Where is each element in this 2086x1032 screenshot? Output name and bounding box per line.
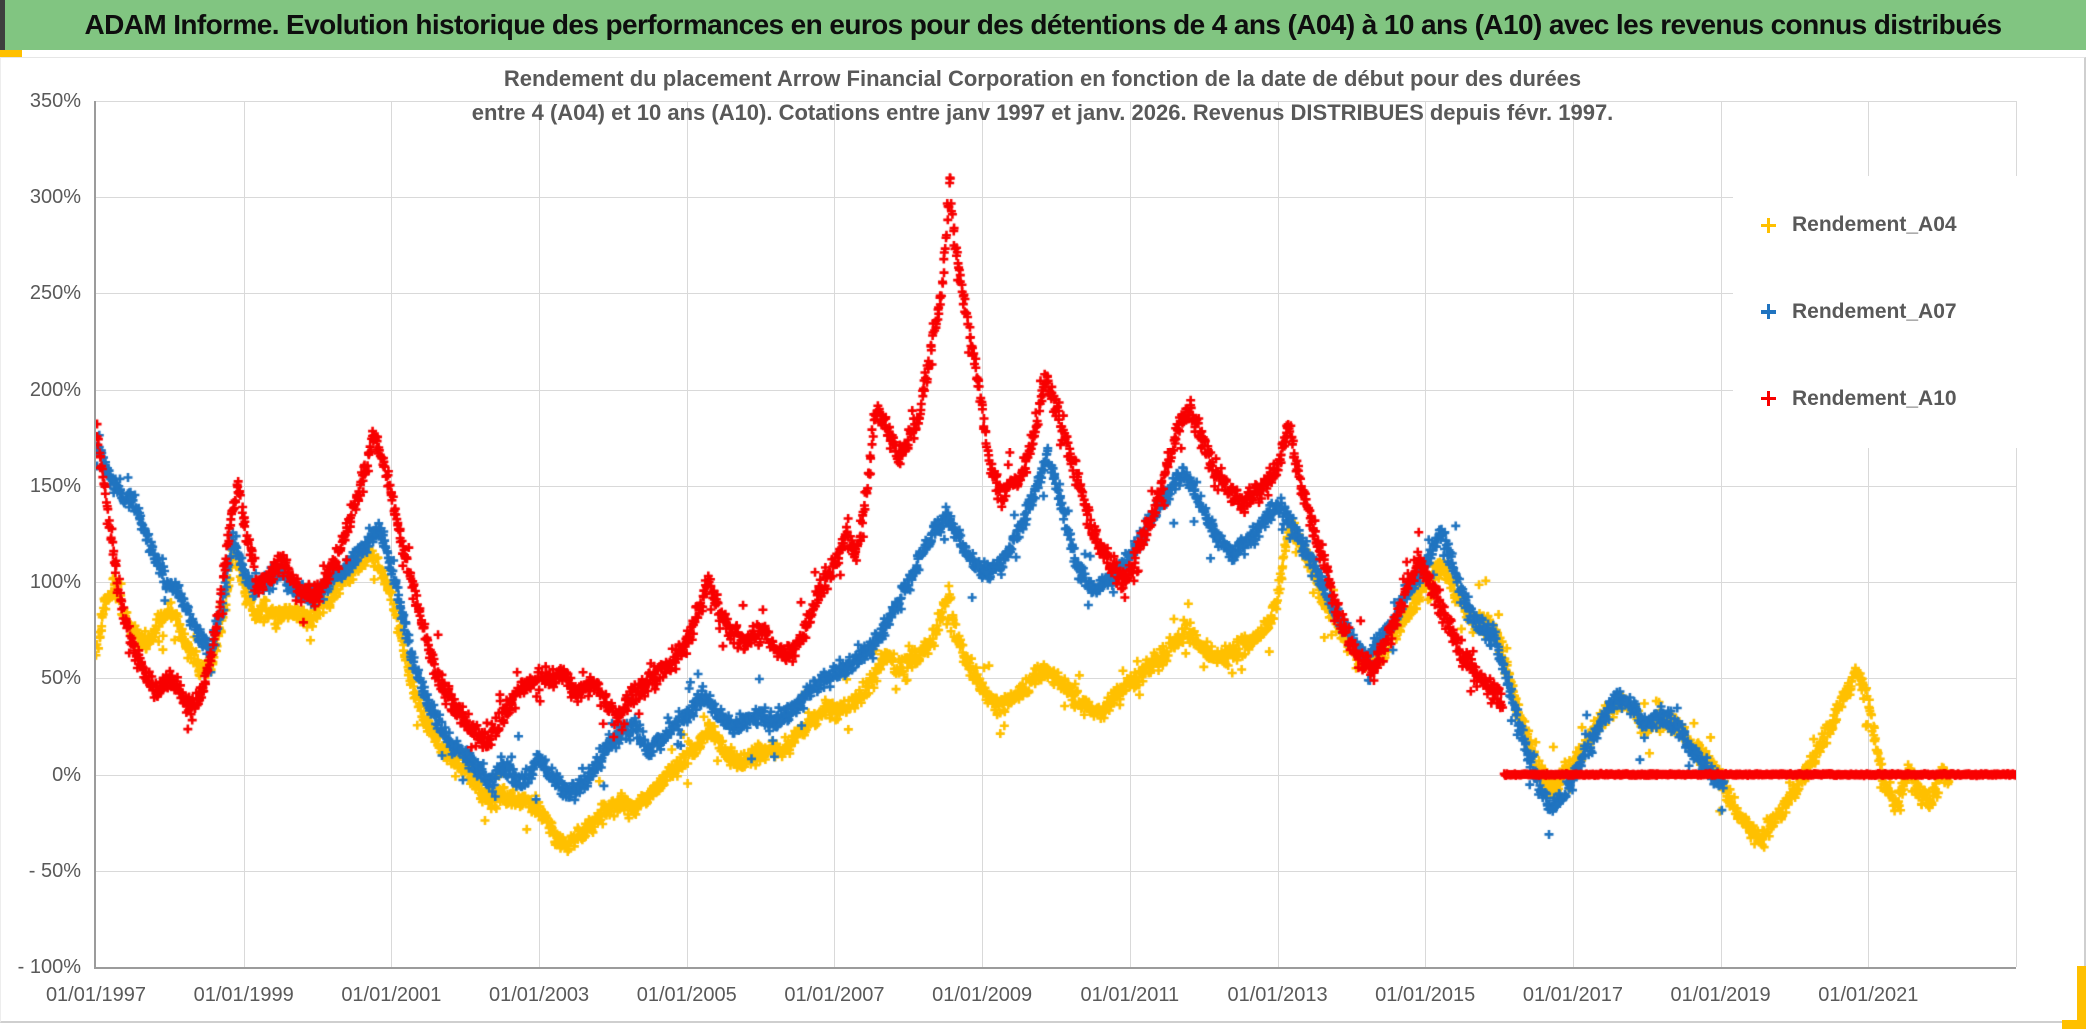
yellow-accent-bottom-right-h	[2062, 1020, 2086, 1029]
report-title-bar: ADAM Informe. Evolution historique des p…	[0, 0, 2086, 50]
x-axis-line	[94, 967, 2016, 969]
plus-marker-icon	[1761, 391, 1776, 407]
chart-title-line2: entre 4 (A04) et 10 ans (A10). Cotations…	[471, 100, 1614, 125]
x-tick-2021: 01/01/2021	[1818, 984, 1919, 1006]
legend-label: Rendement_A10	[1792, 386, 1957, 410]
header-left-edge	[0, 0, 5, 50]
y-tick-300: 300%	[29, 186, 81, 209]
y-tick--100: - 100%	[17, 956, 81, 978]
plus-marker-icon	[1761, 217, 1776, 233]
x-tick-2011: 01/01/2011	[1080, 984, 1180, 1006]
chart-title: Rendement du placement Arrow Financial C…	[1, 62, 2084, 130]
legend-label: Rendement_A07	[1792, 299, 1957, 323]
x-tick-1999: 01/01/1999	[193, 984, 294, 1006]
y-tick-0: 0%	[52, 763, 81, 786]
y-axis-line	[94, 101, 96, 967]
chart-title-line1: Rendement du placement Arrow Financial C…	[503, 66, 1582, 91]
y-tick-350: 350%	[29, 90, 81, 112]
plus-marker-icon	[1761, 304, 1776, 320]
legend-item-rendement_a04[interactable]: Rendement_A04	[1733, 213, 2017, 237]
x-tick-1997: 01/01/1997	[45, 984, 147, 1006]
legend-item-rendement_a10[interactable]: Rendement_A10	[1733, 387, 2017, 411]
yellow-accent-top-left	[0, 50, 22, 57]
y-tick-150: 150%	[29, 474, 81, 497]
yellow-accent-bottom-right-v	[2077, 966, 2086, 1029]
x-tick-2019: 01/01/2019	[1670, 984, 1771, 1006]
report-title: ADAM Informe. Evolution historique des p…	[84, 9, 2002, 40]
x-tick-2017: 01/01/2017	[1522, 984, 1623, 1006]
x-tick-2001: 01/01/2001	[341, 984, 442, 1006]
legend-item-rendement_a07[interactable]: Rendement_A07	[1733, 300, 2017, 324]
y-tick-100: 100%	[29, 571, 81, 594]
y-tick--50: - 50%	[28, 859, 81, 882]
x-tick-2005: 01/01/2005	[636, 984, 737, 1006]
gridline-x-right	[2016, 101, 2017, 967]
x-tick-2007: 01/01/2007	[784, 984, 885, 1006]
x-tick-2013: 01/01/2013	[1227, 984, 1328, 1006]
scatter-canvas[interactable]	[96, 101, 2016, 967]
y-tick-50: 50%	[40, 667, 81, 690]
y-tick-250: 250%	[29, 282, 81, 305]
x-tick-2003: 01/01/2003	[489, 984, 590, 1006]
x-tick-2015: 01/01/2015	[1375, 984, 1476, 1006]
performance-chart: Rendement du placement Arrow Financial C…	[0, 57, 2086, 1023]
x-tick-2009: 01/01/2009	[932, 984, 1033, 1006]
legend: Rendement_A04 Rendement_A07 Rendement_A10	[1733, 176, 2017, 448]
y-tick-200: 200%	[29, 378, 81, 401]
legend-label: Rendement_A04	[1792, 213, 1957, 237]
